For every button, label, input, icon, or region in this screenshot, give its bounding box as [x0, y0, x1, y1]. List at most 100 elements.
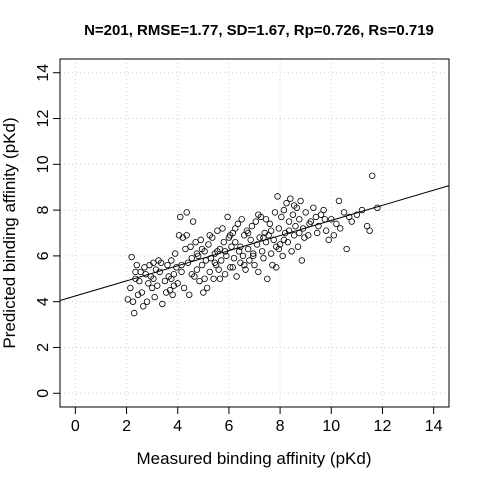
- x-tick-label: 4: [173, 418, 182, 435]
- data-point: [168, 257, 175, 264]
- data-point: [223, 252, 230, 260]
- data-point: [241, 261, 248, 269]
- data-point: [340, 209, 348, 216]
- data-point: [182, 245, 189, 253]
- ticks: 0 2 4 6 8 10 12 14 0 2 4 6 8 10 12 14: [35, 64, 443, 435]
- data-point: [270, 236, 277, 244]
- data-point: [287, 195, 294, 202]
- data-point: [232, 238, 239, 246]
- data-point: [197, 236, 204, 244]
- data-point: [214, 227, 221, 234]
- data-point: [230, 254, 238, 262]
- data-point: [186, 291, 193, 299]
- data-point: [169, 291, 176, 299]
- data-point: [239, 252, 247, 260]
- data-point: [180, 284, 188, 292]
- data-point: [148, 284, 156, 292]
- data-point: [310, 204, 317, 212]
- data-point: [256, 234, 263, 241]
- data-point: [143, 298, 151, 305]
- data-point: [290, 202, 298, 209]
- data-point: [128, 253, 135, 261]
- data-point: [260, 234, 267, 241]
- data-point: [292, 222, 299, 230]
- data-point: [168, 275, 175, 282]
- y-tick-label: 8: [35, 206, 52, 215]
- x-tick-label: 12: [374, 418, 392, 435]
- data-point: [198, 261, 206, 269]
- data-point: [220, 238, 227, 246]
- data-point: [224, 213, 231, 221]
- data-point: [322, 227, 330, 234]
- data-point: [178, 261, 185, 269]
- data-point: [136, 277, 143, 285]
- data-point: [335, 197, 343, 205]
- data-point: [133, 261, 140, 269]
- data-point: [202, 257, 210, 264]
- data-point: [374, 204, 381, 212]
- data-point: [296, 229, 303, 237]
- data-point: [250, 250, 257, 257]
- data-point: [145, 280, 152, 287]
- data-point: [294, 243, 302, 250]
- data-point: [124, 296, 132, 303]
- data-point: [276, 241, 284, 248]
- data-point: [250, 252, 257, 260]
- data-point: [132, 268, 139, 276]
- data-point: [280, 236, 288, 244]
- data-point: [154, 282, 161, 289]
- data-point: [333, 220, 340, 228]
- x-tick-label: 0: [71, 418, 80, 435]
- data-point: [314, 229, 321, 237]
- data-point: [251, 261, 258, 269]
- data-point: [188, 271, 195, 278]
- data-point: [321, 216, 329, 223]
- data-point: [147, 273, 155, 280]
- data-point: [187, 243, 194, 250]
- data-point: [274, 193, 281, 200]
- data-point: [198, 245, 206, 253]
- x-tick-label: 6: [224, 418, 233, 435]
- data-point: [183, 209, 190, 216]
- data-point: [226, 232, 234, 239]
- data-point: [207, 254, 215, 262]
- data-point: [315, 222, 322, 230]
- data-point: [330, 232, 338, 239]
- data-point: [267, 227, 275, 234]
- data-point: [138, 289, 146, 296]
- data-point: [237, 243, 244, 250]
- data-point: [325, 236, 332, 244]
- data-point: [242, 266, 249, 273]
- data-point: [298, 257, 306, 264]
- data-point: [163, 289, 170, 296]
- x-tick-label: 14: [425, 418, 443, 435]
- data-point: [161, 277, 169, 285]
- data-point: [337, 225, 344, 232]
- data-point: [177, 213, 184, 221]
- data-point: [170, 282, 178, 289]
- y-tick-label: 4: [35, 297, 52, 306]
- data-point: [221, 271, 229, 278]
- data-point: [366, 227, 373, 234]
- data-point: [235, 248, 243, 255]
- data-point: [156, 268, 164, 276]
- data-point: [206, 268, 213, 276]
- data-point: [193, 250, 201, 257]
- points-group: [124, 172, 381, 317]
- data-point: [229, 264, 236, 271]
- data-point: [232, 225, 239, 232]
- data-point: [312, 213, 320, 221]
- data-point: [275, 225, 283, 232]
- data-point: [188, 254, 195, 262]
- data-point: [252, 218, 259, 225]
- data-point: [203, 284, 211, 292]
- data-point: [189, 218, 197, 225]
- y-tick-label: 10: [35, 155, 52, 173]
- data-point: [157, 259, 165, 266]
- data-point: [273, 264, 280, 271]
- plot-frame: [59, 58, 450, 408]
- data-point: [201, 275, 208, 282]
- x-axis-title: Measured binding affinity (pKd): [137, 449, 372, 468]
- data-point: [228, 243, 235, 250]
- data-point: [306, 220, 313, 228]
